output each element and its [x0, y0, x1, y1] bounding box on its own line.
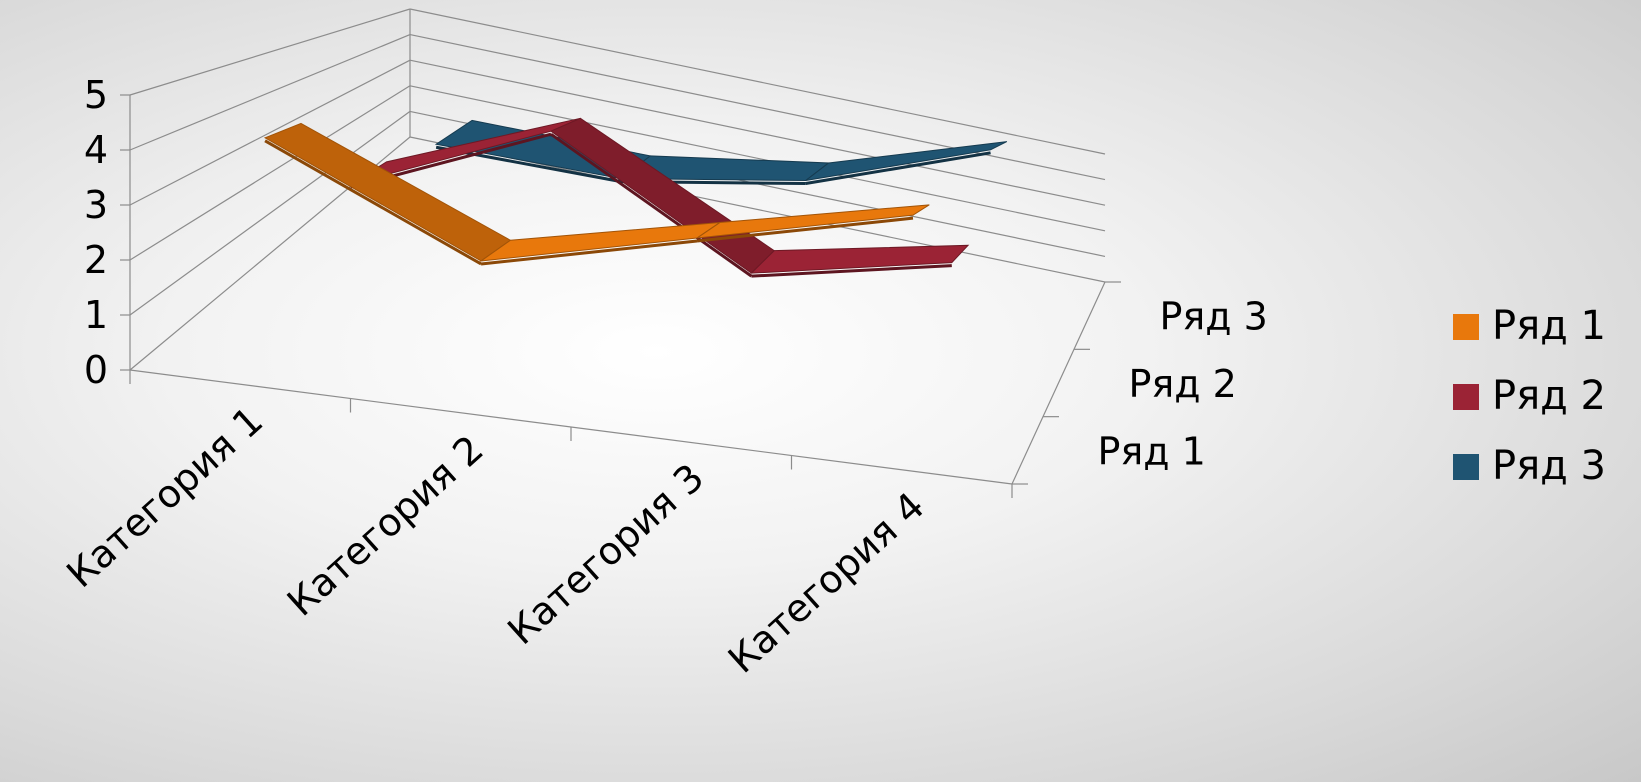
- back-wall-gridline: [409, 85, 1106, 232]
- legend-label: Ряд 3: [1492, 443, 1606, 489]
- legend-label: Ряд 2: [1492, 373, 1606, 419]
- series-group: [263, 117, 1008, 278]
- series-segment-edge: [751, 264, 952, 278]
- x-axis-ticks: Категория 1 Категория 2 Категория 3 Категор…: [58, 370, 1013, 682]
- back-wall-gridline: [409, 34, 1106, 181]
- series-segment-edge: [805, 151, 991, 185]
- back-wall-gridline: [409, 8, 1106, 155]
- side-wall-gridline: [129, 85, 411, 261]
- series-segment-edge: [550, 132, 753, 278]
- y-tick-label: 2: [84, 238, 108, 282]
- legend-swatch: [1453, 314, 1479, 340]
- side-wall-gridline: [129, 34, 411, 151]
- x-tick-label: Категория 1: [58, 398, 271, 596]
- side-wall-gridline: [129, 110, 411, 316]
- x-tick-label: Категория 3: [499, 455, 712, 653]
- x-tick-label: Категория 4: [720, 484, 933, 682]
- y-tick-label: 4: [84, 128, 108, 172]
- y-tick-label: 5: [84, 73, 108, 117]
- series-segment-edge: [696, 216, 914, 243]
- y-axis-ticks: 0 1 2 3 4 5: [84, 73, 130, 392]
- depth-axis-line: [1011, 281, 1106, 485]
- grid-lines: [129, 8, 1106, 371]
- y-tick-label: 1: [84, 293, 108, 337]
- legend-label: Ряд 1: [1492, 303, 1606, 349]
- y-tick-label: 0: [84, 348, 108, 392]
- series-segment: [696, 204, 930, 239]
- depth-tick-label: Ряд 2: [1129, 362, 1237, 406]
- depth-tick-label: Ряд 3: [1160, 295, 1268, 339]
- series-segment: [805, 141, 1008, 182]
- series-segment-edge: [480, 239, 698, 266]
- series-segment: [750, 244, 970, 274]
- depth-axis-ticks: Ряд 1 Ряд 2 Ряд 3: [1012, 281, 1268, 485]
- x-tick-label: Категория 2: [279, 427, 492, 625]
- series-segment-edge: [264, 139, 482, 266]
- back-wall-gridline: [409, 59, 1106, 206]
- side-wall-gridline: [129, 59, 411, 206]
- legend-swatch: [1453, 384, 1479, 410]
- y-tick-label: 3: [84, 183, 108, 227]
- depth-tick-label: Ряд 1: [1098, 429, 1206, 473]
- legend-swatch: [1453, 454, 1479, 480]
- side-wall-gridline: [129, 8, 411, 96]
- legend: Ряд 1 Ряд 2 Ряд 3: [1453, 303, 1606, 489]
